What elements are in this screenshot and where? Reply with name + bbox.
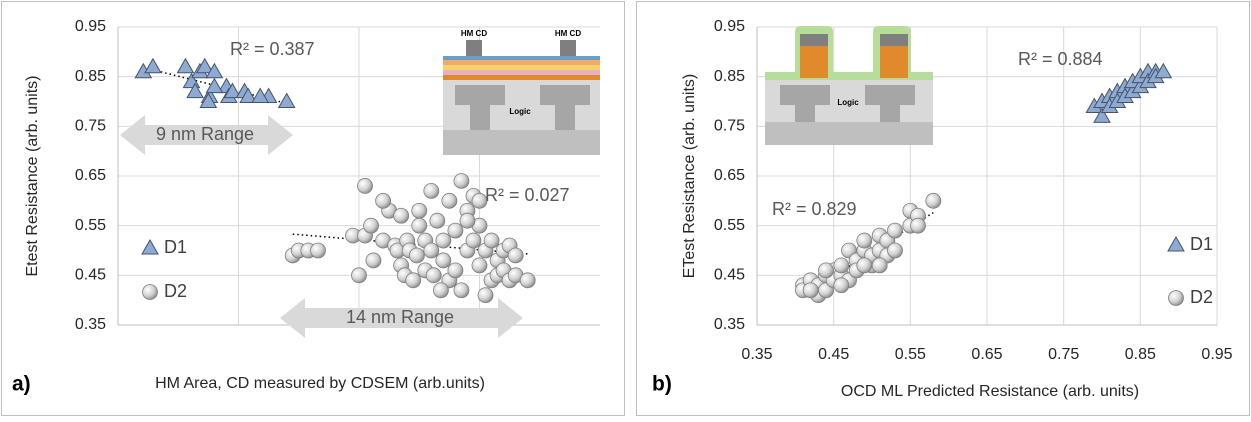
data-point [803,283,818,298]
data-point [454,283,469,298]
data-point [424,243,439,258]
data-point [520,273,535,288]
panel-label: b) [652,373,672,396]
x-tick-label: 0.85 [1125,346,1156,363]
annotation: 14 nm Range [346,307,454,327]
data-point [508,248,523,263]
y-tick-label: 0.65 [714,167,745,184]
data-point [911,218,926,233]
y-tick-label: 0.95 [714,18,745,35]
data-point [857,233,872,248]
data-point [406,273,421,288]
y-tick-label: 0.95 [75,18,106,35]
data-point [394,208,409,223]
data-point [409,248,424,263]
y-tick-label: 0.75 [75,118,106,135]
data-point [484,233,499,248]
annotation: 9 nm Range [156,124,254,144]
data-point [926,193,941,208]
data-point [834,278,849,293]
x-tick-label: 0.75 [1048,346,1079,363]
annotation: R² = 0.884 [1018,49,1103,69]
legend-label: D1 [164,237,187,257]
y-tick-label: 0.35 [75,316,106,333]
y-axis-label: ETest Resistance (arb. units) [681,74,698,279]
data-point [472,258,487,273]
data-point [412,218,427,233]
data-point [366,253,381,268]
legend-marker [1169,291,1184,306]
legend-label: D2 [164,281,187,301]
data-point [426,268,441,283]
panel-frame [637,2,1250,416]
x-tick-label: 0.65 [971,346,1002,363]
inset-label: Logic [837,98,859,107]
data-point [436,253,451,268]
data-point [376,193,391,208]
panel-label: a) [12,373,31,396]
figure: HM CD HM CD Logic Logic 0.35 0.45 0.55 0.65… [0,0,1251,417]
data-point [872,258,887,273]
inset-label: Logic [509,107,531,116]
data-point [424,183,439,198]
data-point [460,213,475,228]
data-point [442,193,457,208]
annotation: R² = 0.829 [772,199,857,219]
legend-label: D2 [1190,287,1213,307]
y-axis-label: Etest Resistance (arb. units) [24,76,41,277]
legend-marker [143,285,158,300]
data-point [430,213,445,228]
data-point [433,283,448,298]
x-tick-label: 0.35 [741,346,772,363]
data-point [454,173,469,188]
annotation: R² = 0.387 [230,39,315,59]
inset-label: HM CD [555,29,581,38]
data-point [364,218,379,233]
x-axis-label: HM Area, CD measured by CDSEM (arb.units… [155,375,485,392]
data-point [888,223,903,238]
legend-label: D1 [1190,234,1213,254]
y-tick-label: 0.75 [714,118,745,135]
data-point [352,268,367,283]
y-tick-label: 0.65 [75,167,106,184]
data-point [448,223,463,238]
data-point [857,258,872,273]
data-point [358,178,373,193]
inset-label: HM CD [461,29,487,38]
data-point [311,243,326,258]
data-point [448,263,463,278]
data-point [478,288,493,303]
y-tick-label: 0.45 [75,267,106,284]
data-point [888,243,903,258]
y-tick-label: 0.85 [714,68,745,85]
y-tick-label: 0.55 [714,217,745,234]
annotation: R² = 0.027 [485,185,570,205]
data-point [436,233,451,248]
x-tick-label: 0.95 [1201,346,1232,363]
data-point [412,203,427,218]
data-point [466,233,481,248]
y-tick-label: 0.35 [714,316,745,333]
x-tick-label: 0.45 [818,346,849,363]
x-axis-label: OCD ML Predicted Resistance (arb. units) [841,383,1139,400]
data-point [834,258,849,273]
x-tick-label: 0.55 [895,346,926,363]
y-tick-label: 0.55 [75,217,106,234]
data-point [819,263,834,278]
y-tick-label: 0.45 [714,267,745,284]
y-tick-label: 0.85 [75,68,106,85]
